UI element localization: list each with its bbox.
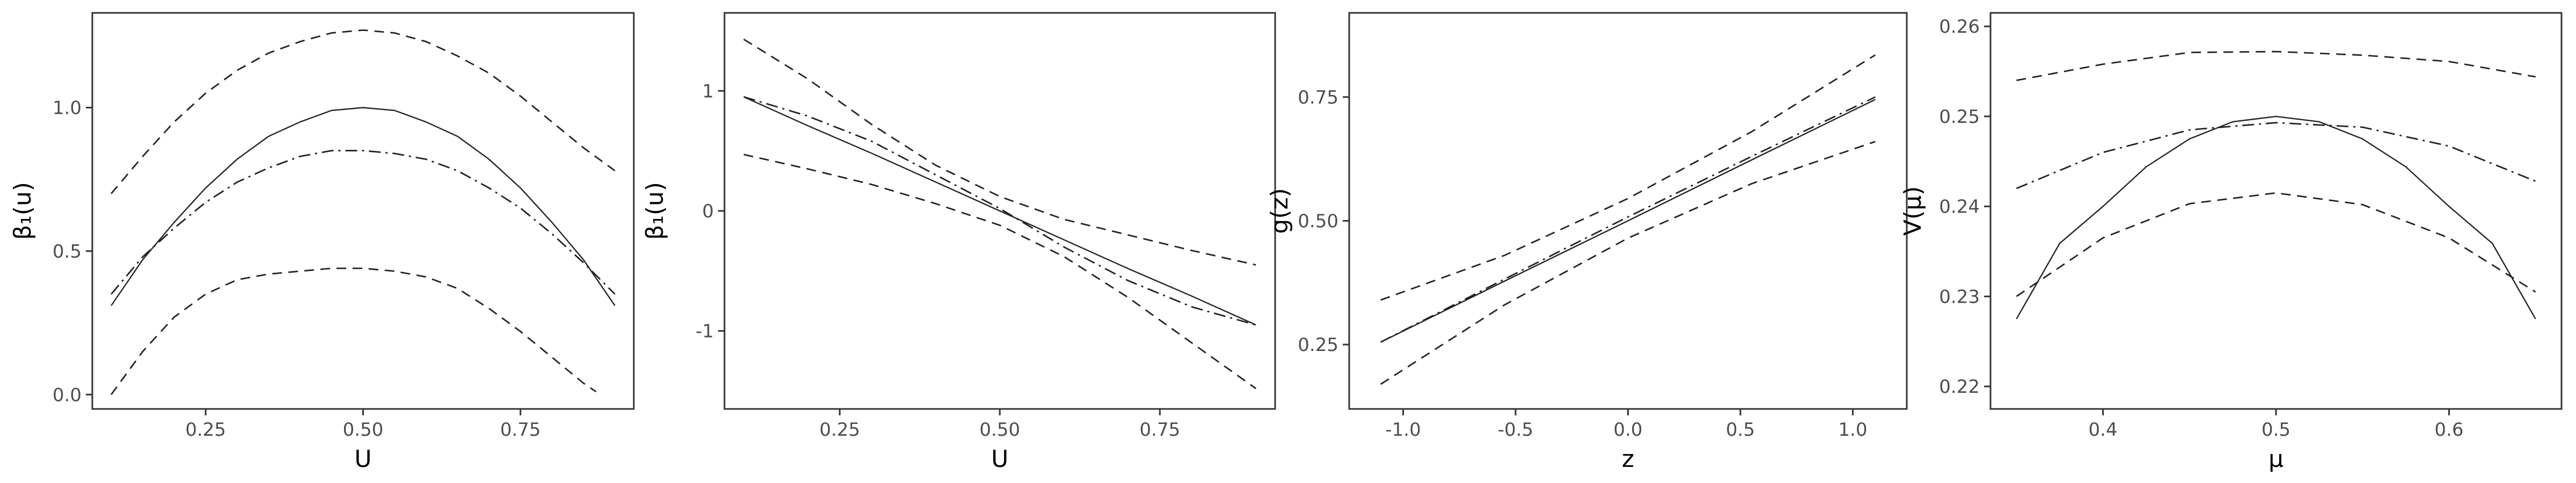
y-tick-label: 0	[702, 201, 714, 222]
series-line-dashed	[2016, 192, 2536, 297]
x-tick-label: 0.50	[343, 419, 384, 441]
y-tick-label: 0.26	[1939, 16, 1980, 38]
series-line-dashdot	[2016, 122, 2536, 189]
x-axis-title: U	[991, 445, 1008, 473]
x-tick-label: -1.0	[1385, 419, 1421, 441]
plot-frame	[1989, 12, 2563, 410]
y-tick-label: 0.23	[1939, 286, 1980, 308]
y-tick-label: 1.0	[53, 97, 82, 119]
y-tick-label: -1	[696, 321, 714, 342]
series-line-dashed	[2016, 50, 2536, 82]
x-tick-label: 0.25	[185, 419, 226, 441]
series-line-dashed	[111, 267, 597, 396]
y-tick-label: 0.50	[1298, 210, 1338, 232]
series-line-dashed	[1380, 54, 1876, 301]
x-axis-title: μ	[2268, 445, 2284, 473]
series-line-dashed	[743, 39, 1256, 266]
x-tick-label: 0.6	[2434, 419, 2463, 441]
x-tick-label: 0.4	[2089, 419, 2118, 441]
panel-2: 0.25 0.50 0.75 -1 0 1 Uβ₁(u)	[641, 12, 1276, 473]
y-tick-label: 0.25	[1298, 334, 1338, 356]
x-tick-label: 0.5	[2262, 419, 2290, 441]
x-tick-label: 1.0	[1838, 419, 1867, 441]
y-tick-label: 0.0	[53, 384, 82, 406]
series-line-dashdot	[1380, 96, 1876, 343]
x-axis-title: U	[354, 445, 371, 473]
panel-1: 0.25 0.50 0.75 0.0 0.5 1.0 Uβ₁(u)	[9, 12, 635, 473]
y-tick-label: 0.24	[1939, 196, 1980, 218]
y-axis-title: V(μ)	[1899, 186, 1927, 236]
plot-frame	[1348, 12, 1908, 410]
x-tick-label: -0.5	[1498, 419, 1533, 441]
series-line-dashdot	[743, 96, 1256, 326]
series-line-dashdot	[111, 150, 616, 295]
y-tick-label: 0.22	[1939, 376, 1980, 398]
x-tick-label: 0.50	[979, 419, 1020, 441]
panel-4: 0.4 0.5 0.6 0.22 0.23 0.24 0.25 0.26 μ V(μ)	[1899, 12, 2563, 473]
series-line-dashed	[743, 153, 1257, 390]
series-line-solid	[743, 96, 1256, 326]
y-tick-label: 0.25	[1939, 106, 1980, 128]
series-line-dashed	[1380, 141, 1876, 385]
series-line-solid	[2016, 115, 2536, 319]
x-tick-label: 0.75	[1139, 419, 1180, 441]
y-tick-label: 0.5	[53, 241, 82, 262]
x-tick-label: 0.25	[819, 419, 860, 441]
x-tick-label: 0.5	[1726, 419, 1755, 441]
plot-frame	[91, 12, 635, 410]
y-tick-label: 0.75	[1298, 87, 1338, 108]
y-axis-title: g(z)	[1266, 188, 1293, 233]
series-line-dashed	[111, 29, 616, 194]
panel-3: -1.0 -0.5 0.0 0.5 1.0 0.25 0.50 0.75 z g(z)	[1266, 12, 1908, 473]
series-line-solid	[1380, 99, 1876, 343]
x-axis-title: z	[1622, 445, 1634, 473]
y-axis-title: β₁(u)	[641, 182, 669, 240]
series-line-solid	[111, 107, 616, 306]
x-tick-label: 0.75	[500, 419, 541, 441]
y-axis-title: β₁(u)	[9, 182, 36, 240]
y-tick-label: 1	[702, 80, 714, 102]
x-tick-label: 0.0	[1613, 419, 1642, 441]
